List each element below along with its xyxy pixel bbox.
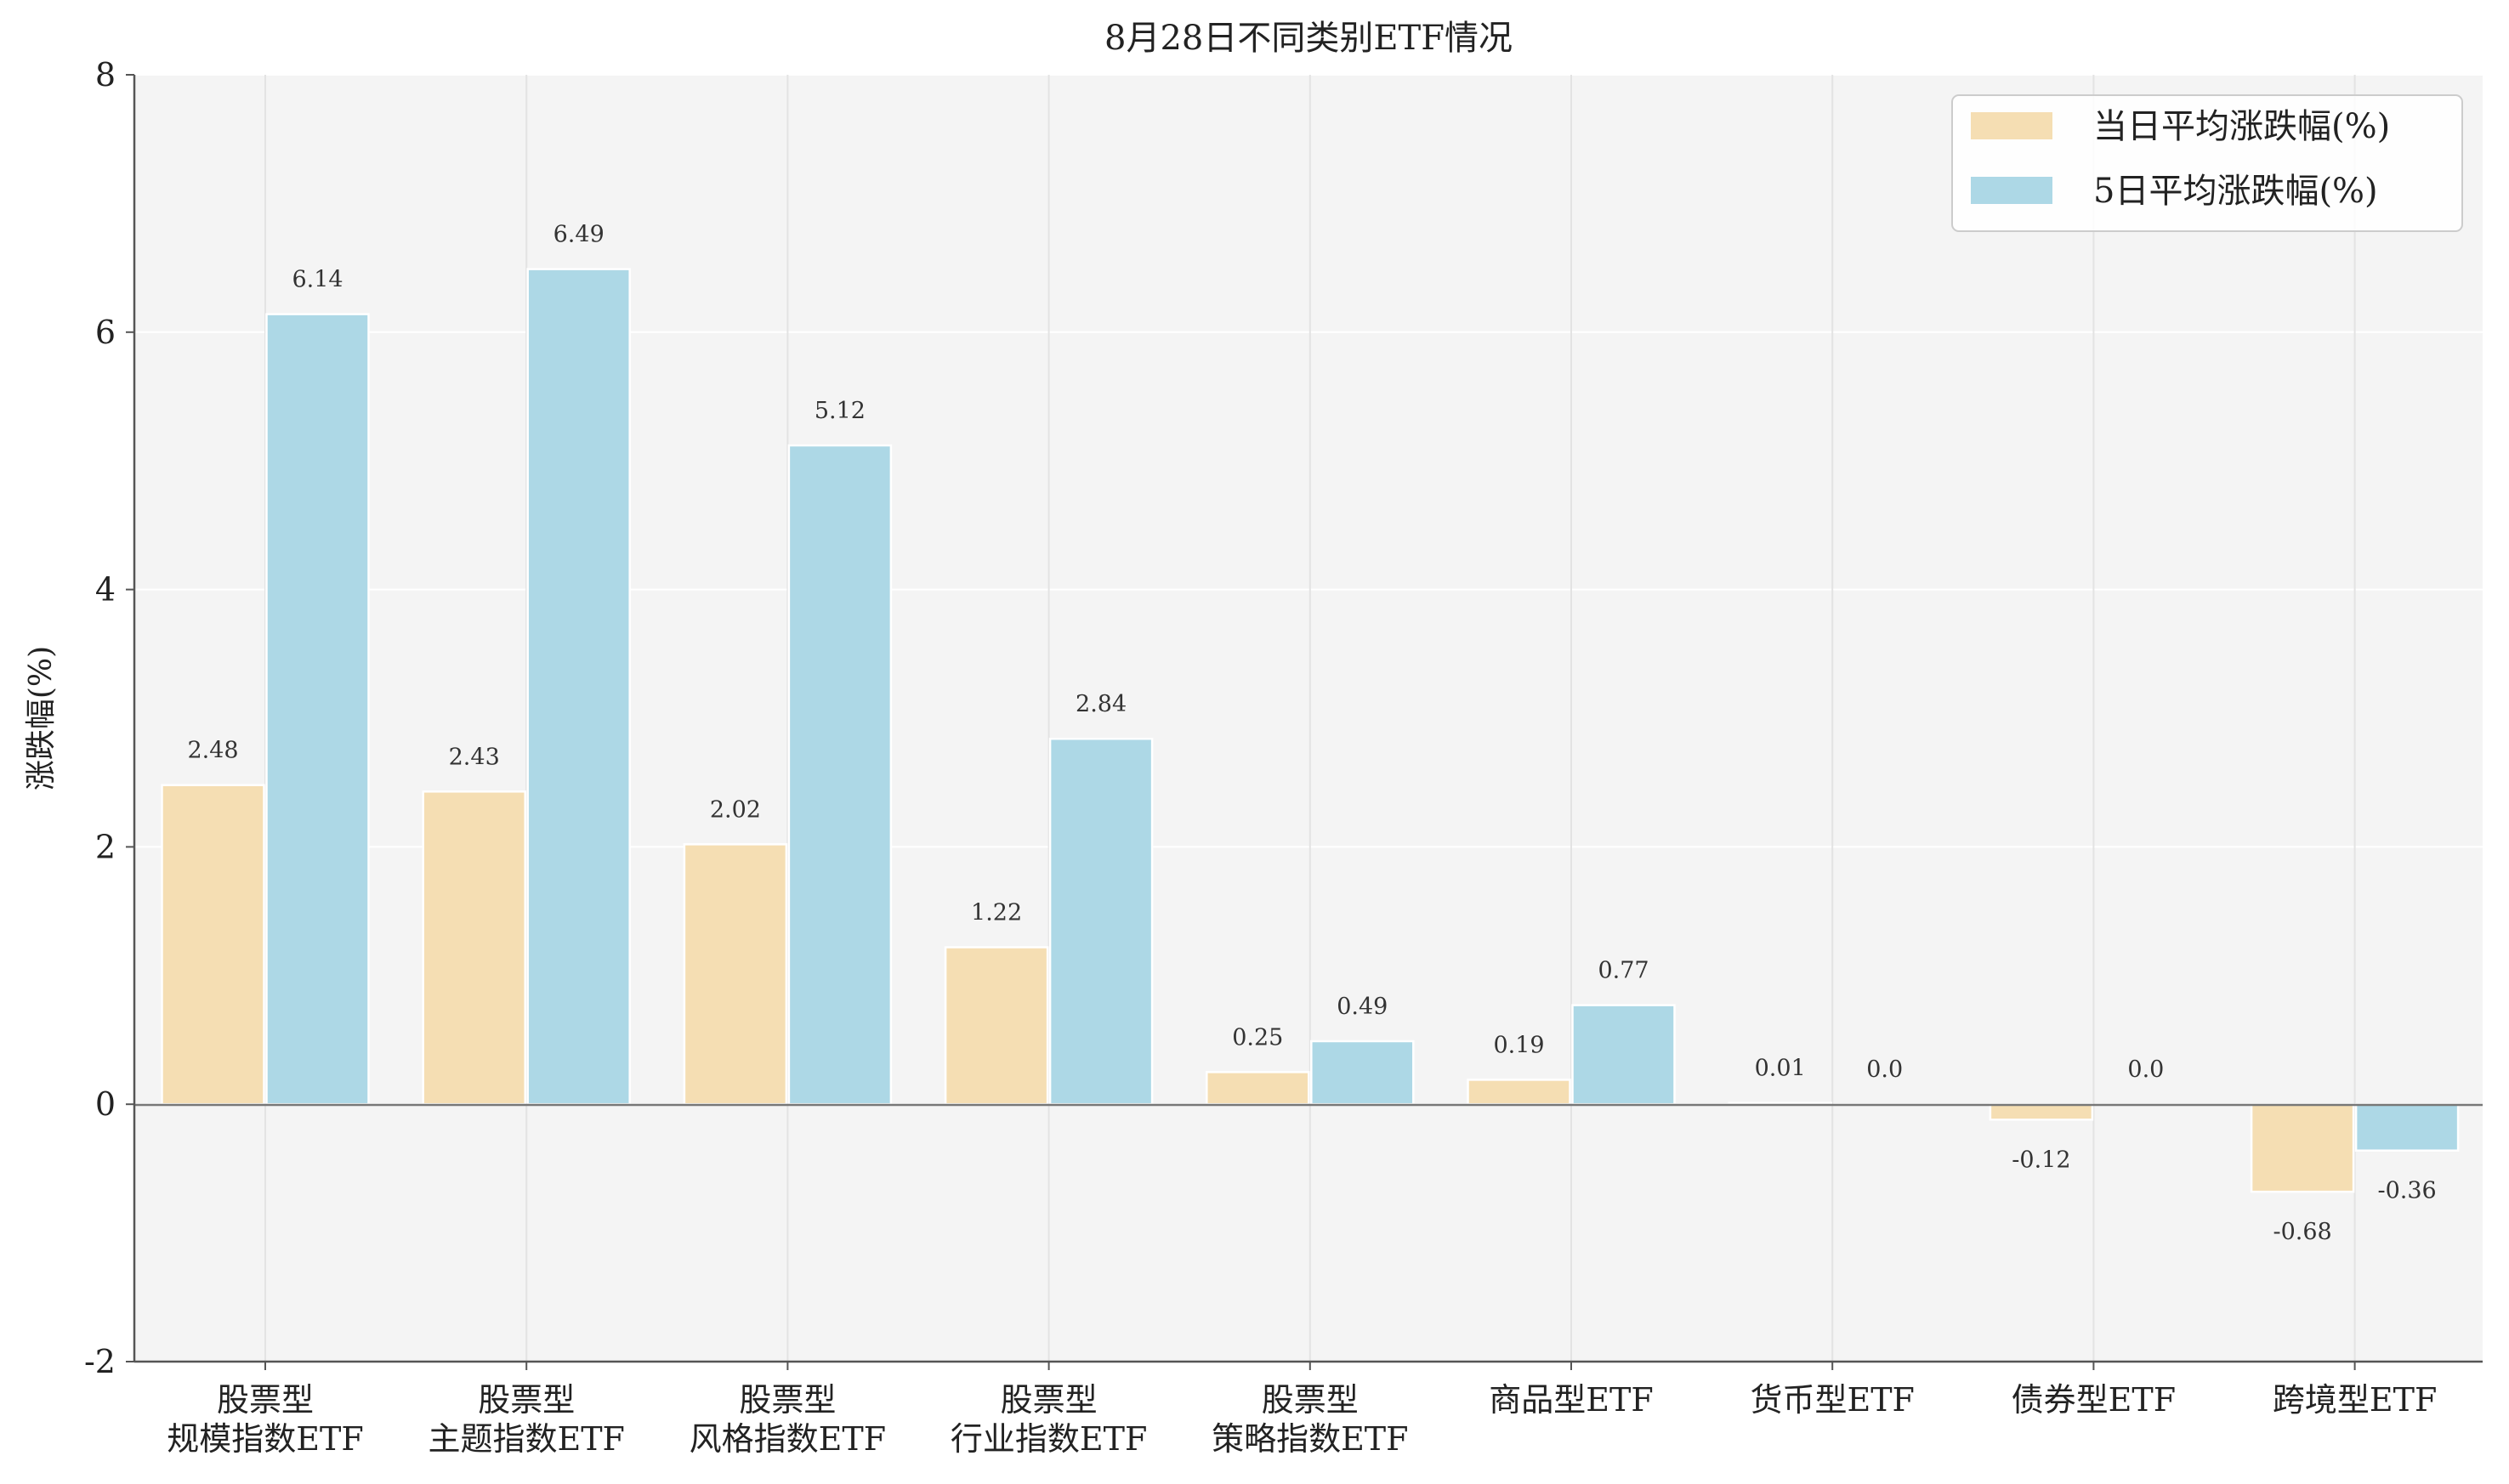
bar-value-label: 2.84 [1076,691,1127,717]
bar-value-label: -0.36 [2377,1178,2436,1204]
y-tick-label: -2 [84,1343,116,1380]
chart-title: 8月28日不同类别ETF情况 [1104,19,1513,58]
bar-value-label: 0.0 [1866,1056,1903,1083]
legend-swatch [1971,112,2052,139]
y-tick-label: 6 [95,314,116,351]
bar-value-labels: 2.48 2.43 2.02 1.22 0.25 0.19 0.01 -0.12 -0.68 6.… [187,222,2436,1246]
bar-daily-4 [1206,1071,1310,1106]
bar-daily-2 [683,843,788,1106]
grid-lines [134,74,2483,1362]
x-tick-label: 规模指数ETF [167,1420,363,1458]
x-tick-label: 风格指数ETF [690,1420,886,1458]
bar-five-day-4 [1310,1039,1415,1106]
y-axis-label: 涨跌幅(%) [24,646,59,790]
x-tick-label: 跨境型ETF [2273,1381,2437,1419]
x-tick-label: 股票型 [739,1381,836,1419]
y-tick-label: 8 [95,56,116,93]
legend-box [1951,94,2463,232]
bar-daily-3 [944,946,1049,1106]
bar-value-label: 1.22 [971,899,1022,926]
x-tick-label: 策略指数ETF [1212,1420,1408,1458]
bar-value-label: 5.12 [815,398,866,424]
legend-label: 5日平均涨跌幅(%) [2093,172,2378,211]
x-tick-label: 股票型 [1262,1381,1359,1419]
x-axis-ticks: 股票型规模指数ETF股票型主题指数ETF股票型风格指数ETF股票型行业指数ETF… [167,1362,2437,1458]
bar-value-label: 0.25 [1232,1024,1283,1051]
bar-five-day-1 [526,268,631,1106]
bar-value-label: 0.19 [1493,1032,1544,1058]
legend: 当日平均涨跌幅(%) 5日平均涨跌幅(%) [1951,94,2463,232]
bar-five-day-8 [2354,1102,2460,1152]
bar-daily-7 [1989,1102,2094,1121]
x-tick-label: 商品型ETF [1489,1381,1653,1419]
bar-value-label: 2.43 [449,744,500,770]
bar-five-day-0 [265,313,370,1106]
bar-five-day-5 [1571,1004,1676,1106]
bar-value-label: 6.14 [292,267,343,293]
y-tick-label: 4 [95,571,116,609]
bar-value-label: 2.48 [187,738,238,764]
bar-value-label: -0.68 [2273,1219,2331,1245]
bar-value-label: 0.77 [1598,958,1649,984]
bar-value-label: 6.49 [553,222,605,248]
plot-background [134,75,2483,1362]
x-tick-label: 股票型 [217,1381,314,1419]
bar-value-label: 0.01 [1755,1056,1806,1082]
legend-label: 当日平均涨跌幅(%) [2093,107,2390,146]
bar-value-label: 2.02 [710,796,761,823]
y-tick-label: 0 [95,1085,116,1123]
x-tick-label: 货币型ETF [1750,1381,1914,1419]
bar-daily-8 [2250,1102,2355,1193]
bar-daily-0 [161,784,265,1106]
x-tick-label: 债券型ETF [2012,1381,2176,1419]
x-tick-label: 行业指数ETF [951,1420,1147,1458]
bars-group [161,268,2460,1193]
legend-swatch [1971,177,2052,204]
bar-five-day-2 [787,444,893,1106]
y-axis-ticks: -2 0 2 4 6 8 [84,56,134,1380]
x-tick-label: 主题指数ETF [428,1420,624,1458]
bar-five-day-3 [1048,737,1154,1106]
bar-value-label: 0.0 [2127,1056,2164,1083]
x-tick-label: 股票型 [1001,1381,1098,1419]
bar-daily-1 [422,790,526,1106]
x-tick-label: 股票型 [478,1381,575,1419]
bar-daily-5 [1467,1079,1571,1106]
bar-value-label: 0.49 [1337,994,1388,1020]
bar-value-label: -0.12 [2012,1147,2070,1173]
y-tick-label: 2 [95,828,116,865]
